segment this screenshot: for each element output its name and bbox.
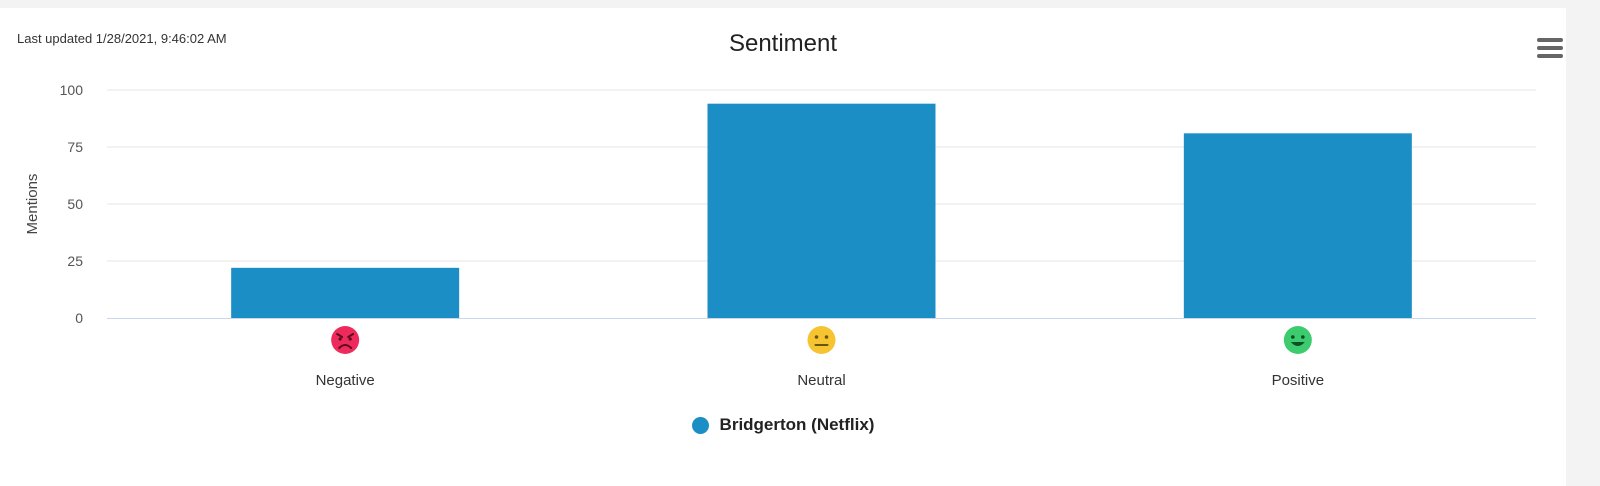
y-tick-label: 25 xyxy=(67,253,83,269)
chart-title: Sentiment xyxy=(728,30,838,57)
bar xyxy=(1183,133,1412,318)
hamburger-menu-icon[interactable] xyxy=(1537,38,1565,64)
y-tick-label: 0 xyxy=(75,310,83,326)
neutral-face-icon xyxy=(807,326,836,354)
x-category-label: Positive xyxy=(1272,372,1325,389)
legend-label: Bridgerton (Netflix) xyxy=(719,415,875,434)
legend-marker xyxy=(691,416,709,434)
y-tick-label: 50 xyxy=(67,196,83,212)
bar xyxy=(231,267,460,318)
y-tick-label: 75 xyxy=(67,139,83,155)
last-updated-text: Last updated 1/28/2021, 9:46:02 AM xyxy=(17,31,227,46)
y-axis-title: Mentions xyxy=(24,174,41,235)
x-category-label: Negative xyxy=(316,372,375,389)
bar xyxy=(707,103,936,319)
bar-chart: 0 25 50 75 100 Mentions Negative Neutral Positiv… xyxy=(24,82,1536,389)
y-tick-label: 100 xyxy=(60,82,84,98)
legend-item[interactable]: Bridgerton (Netflix) xyxy=(0,415,1566,435)
angry-face-icon xyxy=(331,326,360,354)
smiling-face-icon xyxy=(1283,326,1312,354)
x-category-label: Neutral xyxy=(797,372,845,389)
